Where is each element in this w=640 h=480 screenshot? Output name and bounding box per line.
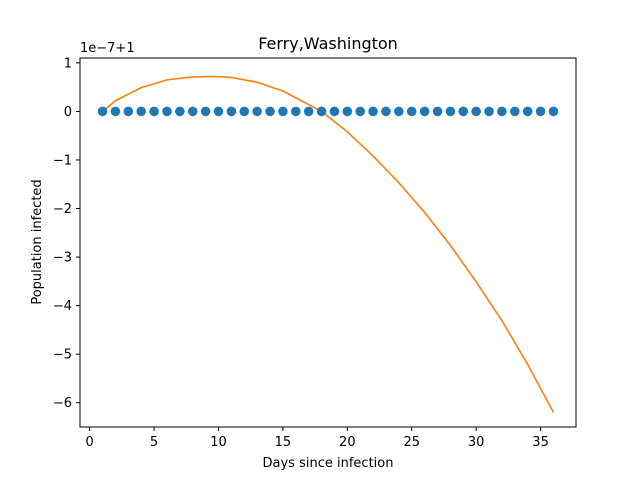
data-point: [110, 106, 121, 117]
y-tick-label: −5: [53, 348, 72, 363]
y-axis-label: Population infected: [30, 179, 45, 304]
x-tick-label: 5: [150, 435, 158, 450]
y-tick-label: −1: [53, 153, 72, 168]
y-tick-label: −3: [53, 251, 72, 266]
data-point: [252, 106, 262, 117]
data-point: [471, 106, 481, 117]
data-point: [149, 106, 159, 117]
data-point: [123, 106, 134, 117]
data-point: [381, 106, 391, 117]
data-point: [162, 106, 172, 117]
data-point: [342, 106, 353, 117]
data-point: [406, 106, 417, 117]
x-tick-label: 35: [532, 435, 549, 450]
x-tick-label: 10: [210, 435, 227, 450]
y-tick-label: 1: [64, 56, 72, 71]
x-tick-label: 25: [403, 435, 420, 450]
data-point: [97, 106, 108, 117]
x-tick-label: 20: [339, 435, 356, 450]
data-point: [458, 106, 469, 117]
y-tick-label: −6: [53, 396, 72, 411]
data-point: [175, 106, 185, 117]
data-point: [497, 106, 507, 117]
data-point: [290, 106, 301, 117]
x-axis-label: Days since infection: [263, 456, 394, 471]
data-point: [265, 106, 275, 117]
data-point: [316, 106, 327, 117]
data-point: [355, 106, 366, 117]
data-point: [535, 106, 546, 117]
y-tick-label: −4: [53, 299, 72, 314]
data-point: [445, 106, 456, 117]
x-tick-label: 0: [86, 435, 94, 450]
data-point: [548, 106, 559, 117]
data-point: [329, 106, 340, 117]
data-point: [303, 106, 314, 117]
x-tick-label: 30: [468, 435, 485, 450]
y-tick-label: 0: [64, 105, 72, 120]
y-axis-offset-text: 1e−7+1: [80, 41, 135, 56]
data-point: [394, 106, 404, 117]
data-point: [419, 106, 430, 117]
data-point: [278, 106, 288, 117]
data-point: [213, 106, 224, 117]
data-point: [136, 106, 146, 117]
data-point: [510, 106, 520, 117]
x-axis: 0 5 10 15 20 25 30 35: [86, 427, 549, 450]
data-point: [200, 106, 211, 117]
axes-frame: [79, 57, 577, 428]
data-point: [239, 106, 250, 117]
plot-area: [97, 75, 559, 413]
y-axis: 1 0 −1 −2 −3 −4 −5 −6: [53, 56, 80, 411]
data-point: [187, 106, 198, 117]
data-point: [484, 106, 494, 117]
y-tick-label: −2: [53, 202, 72, 217]
chart-title: Ferry,Washington: [258, 34, 398, 53]
data-point: [432, 106, 443, 117]
data-point: [368, 106, 378, 117]
data-point: [226, 106, 237, 117]
data-point: [522, 106, 533, 117]
x-tick-label: 15: [275, 435, 292, 450]
